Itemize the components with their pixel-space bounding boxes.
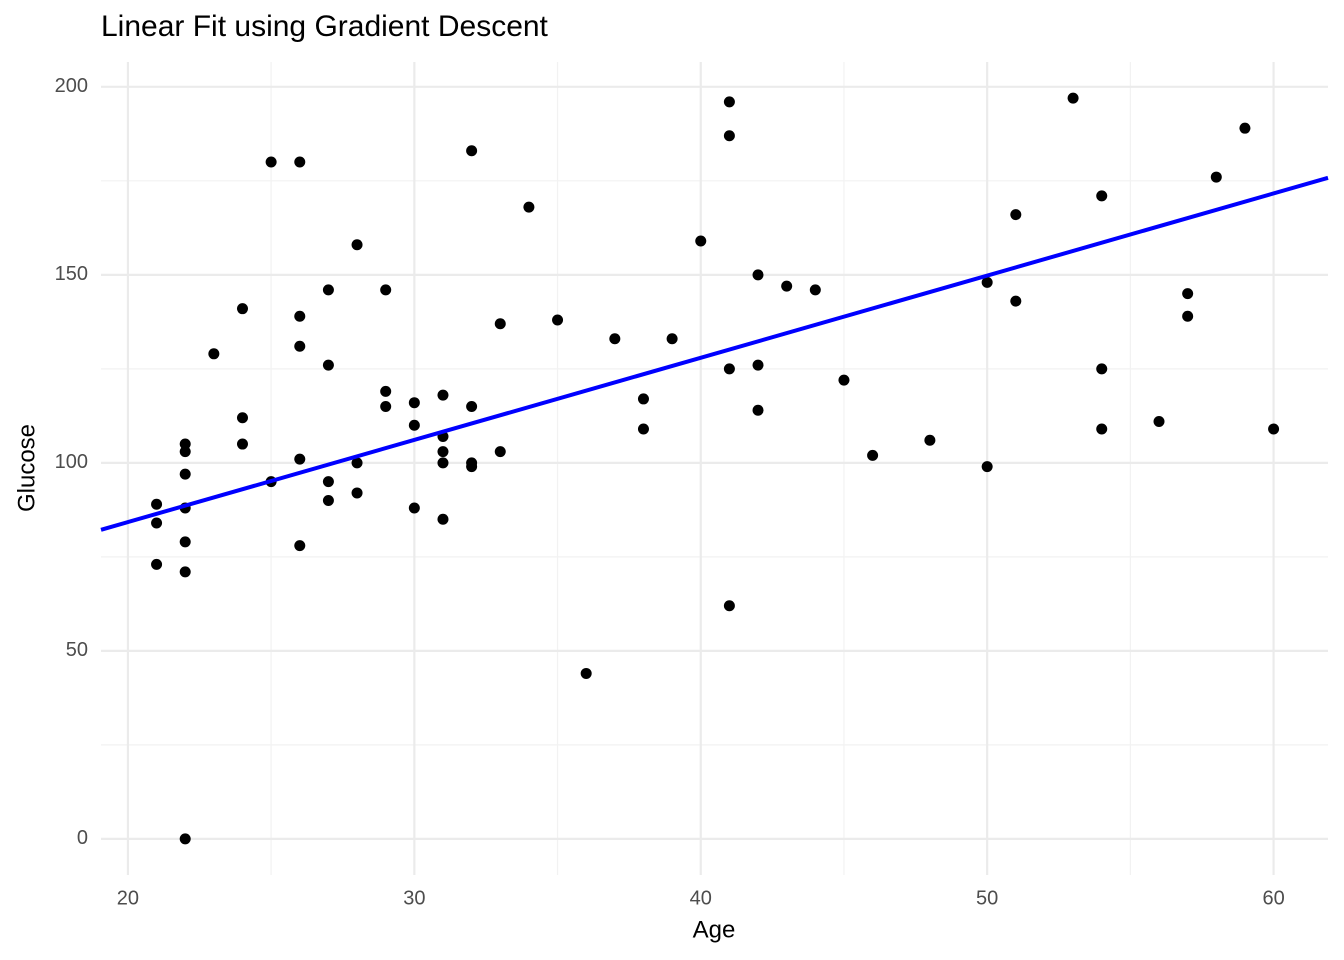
point xyxy=(637,393,649,405)
point xyxy=(179,566,191,578)
point xyxy=(437,457,449,469)
point xyxy=(466,400,478,412)
point xyxy=(523,201,535,213)
point xyxy=(723,96,735,108)
point xyxy=(1210,171,1222,183)
point xyxy=(437,389,449,401)
point xyxy=(322,494,334,506)
point xyxy=(1067,92,1079,104)
point xyxy=(351,239,363,251)
point xyxy=(752,404,764,416)
y-tick-label: 200 xyxy=(55,75,88,97)
point xyxy=(294,453,306,465)
point xyxy=(380,284,392,296)
point xyxy=(723,130,735,142)
point xyxy=(179,446,191,458)
point xyxy=(179,536,191,548)
point xyxy=(294,540,306,552)
point xyxy=(1239,122,1251,134)
point xyxy=(609,333,621,345)
y-tick-label: 0 xyxy=(77,827,88,849)
point xyxy=(208,348,220,360)
point xyxy=(408,419,420,431)
point xyxy=(351,457,363,469)
point xyxy=(380,385,392,397)
point xyxy=(322,359,334,371)
x-tick-label: 50 xyxy=(976,887,998,909)
point xyxy=(408,502,420,514)
point xyxy=(637,423,649,435)
point xyxy=(265,156,277,168)
point xyxy=(151,517,163,529)
y-axis-title: Glucose xyxy=(13,424,40,512)
point xyxy=(1182,310,1194,322)
point xyxy=(1182,288,1194,300)
point xyxy=(752,359,764,371)
x-tick-label: 40 xyxy=(690,887,712,909)
point xyxy=(838,374,850,386)
point xyxy=(179,833,191,845)
point xyxy=(752,269,764,281)
point xyxy=(408,397,420,409)
point xyxy=(437,513,449,525)
point xyxy=(666,333,678,345)
point xyxy=(437,446,449,458)
point xyxy=(981,461,993,473)
y-tick-label: 100 xyxy=(55,451,88,473)
point xyxy=(494,318,506,330)
point xyxy=(695,235,707,247)
point xyxy=(179,468,191,480)
x-tick-label: 60 xyxy=(1262,887,1284,909)
y-tick-label: 50 xyxy=(66,639,88,661)
y-tick-label: 150 xyxy=(55,263,88,285)
point xyxy=(1096,363,1108,375)
point xyxy=(924,434,936,446)
point xyxy=(1010,209,1022,221)
point xyxy=(380,400,392,412)
point xyxy=(179,438,191,450)
point xyxy=(466,461,478,473)
point xyxy=(1096,423,1108,435)
x-tick-label: 20 xyxy=(117,887,139,909)
point xyxy=(781,280,793,292)
point xyxy=(151,498,163,510)
point xyxy=(809,284,821,296)
x-tick-label: 30 xyxy=(403,887,425,909)
x-axis-title: Age xyxy=(693,916,736,943)
point xyxy=(151,558,163,570)
point xyxy=(981,276,993,288)
point xyxy=(294,340,306,352)
point xyxy=(1010,295,1022,307)
point xyxy=(867,449,879,461)
point xyxy=(322,476,334,488)
point xyxy=(236,412,248,424)
point xyxy=(580,667,592,679)
point xyxy=(552,314,564,326)
point xyxy=(1096,190,1108,202)
point xyxy=(466,145,478,157)
point xyxy=(723,600,735,612)
point xyxy=(322,284,334,296)
chart-title: Linear Fit using Gradient Descent xyxy=(101,10,549,43)
point xyxy=(236,438,248,450)
point xyxy=(494,446,506,458)
point xyxy=(351,487,363,499)
point xyxy=(294,156,306,168)
fit-line xyxy=(100,175,1329,532)
point xyxy=(236,303,248,315)
point xyxy=(1268,423,1280,435)
point xyxy=(294,310,306,322)
point xyxy=(1153,415,1165,427)
point xyxy=(723,363,735,375)
